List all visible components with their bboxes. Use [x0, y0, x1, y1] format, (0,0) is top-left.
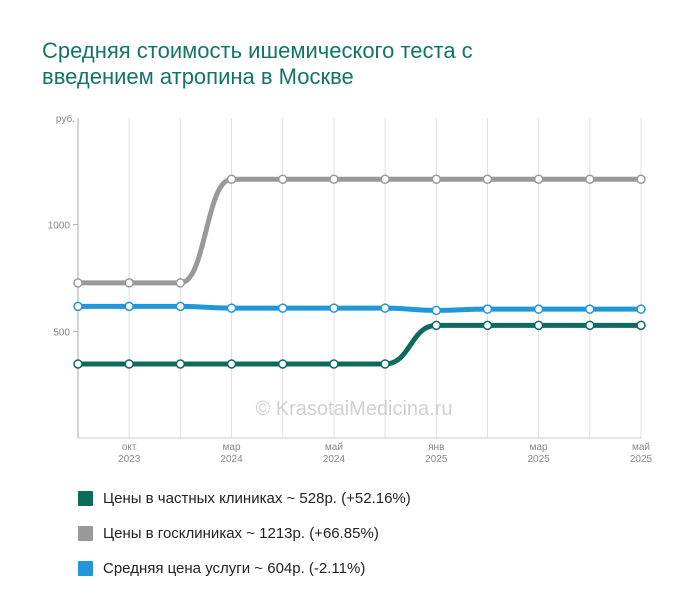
- data-point-series-1: [482, 174, 493, 184]
- data-point-series-1: [124, 278, 134, 288]
- data-point-series-1: [380, 174, 390, 184]
- x-tick-label-year: 2024: [220, 454, 243, 465]
- axes: руб.5001000окт2023мар2024май2024янв2025м…: [48, 113, 653, 465]
- data-point-series-0: [636, 320, 646, 331]
- data-point-series-2: [277, 303, 288, 313]
- data-point-series-2: [124, 301, 134, 312]
- y-axis-unit-label: руб.: [56, 113, 75, 125]
- data-point-series-0: [124, 359, 134, 369]
- x-tick-label-year: 2025: [630, 454, 653, 465]
- data-point-series-2: [533, 304, 544, 314]
- price-line-chart: © KrasotaiMedicina.ru руб. 500 1000 окт2023…: [48, 113, 653, 465]
- series-line-0: [75, 322, 644, 367]
- data-point-series-1: [585, 174, 595, 184]
- data-point-series-0: [431, 320, 442, 331]
- data-point-series-1: [73, 278, 83, 288]
- legend-label: Цены в госклиниках ~ 1213р. (+66.85%): [103, 525, 379, 542]
- chart-title-line-1: Средняя стоимость ишемического теста с: [42, 38, 473, 63]
- data-point-series-0: [329, 359, 339, 369]
- legend: Цены в частных клиниках ~ 528р. (+52.16%…: [78, 488, 411, 593]
- legend-item: Средняя цена услуги ~ 604р. (-2.11%): [78, 558, 411, 579]
- data-point-series-1: [175, 278, 186, 288]
- data-point-series-0: [482, 320, 493, 331]
- legend-label: Цены в частных клиниках ~ 528р. (+52.16%…: [103, 490, 411, 507]
- legend-swatch: [78, 491, 93, 506]
- x-tick-label-year: 2025: [425, 454, 448, 465]
- data-point-series-0: [73, 359, 83, 369]
- legend-item: Цены в госклиниках ~ 1213р. (+66.85%): [78, 523, 411, 544]
- series-line-2: [75, 303, 644, 313]
- data-point-series-0: [380, 359, 390, 369]
- watermark: © KrasotaiMedicina.ru: [255, 398, 452, 420]
- data-point-series-2: [482, 304, 493, 314]
- data-point-series-1: [431, 174, 442, 184]
- data-point-series-2: [73, 301, 83, 312]
- data-point-series-2: [431, 305, 442, 316]
- data-point-series-2: [380, 303, 390, 313]
- x-tick-label-year: 2023: [118, 454, 141, 465]
- data-point-series-2: [175, 301, 186, 312]
- data-point-series-0: [585, 320, 595, 331]
- x-tick-label-month: май: [325, 442, 343, 453]
- data-point-series-2: [329, 303, 339, 313]
- x-tick-label-month: май: [632, 442, 650, 453]
- legend-swatch: [78, 561, 93, 576]
- legend-swatch: [78, 526, 93, 541]
- x-tick-label-year: 2025: [528, 454, 551, 465]
- data-point-series-1: [533, 174, 544, 184]
- series: [73, 174, 646, 369]
- data-point-series-1: [329, 174, 339, 184]
- data-point-series-2: [226, 303, 237, 313]
- x-tick-label-month: мар: [530, 442, 548, 453]
- grid: [77, 118, 642, 438]
- data-point-series-2: [636, 304, 646, 314]
- data-point-series-0: [533, 320, 544, 331]
- data-point-series-0: [175, 359, 186, 369]
- data-point-series-1: [636, 174, 646, 184]
- y-tick-label: 1000: [48, 221, 71, 232]
- data-point-series-1: [226, 174, 237, 184]
- data-point-series-0: [277, 359, 288, 369]
- chart-title-line-2: введением атропина в Москве: [42, 64, 354, 89]
- chart-title: Средняя стоимость ишемического теста с в…: [42, 38, 642, 90]
- data-point-series-2: [585, 304, 595, 314]
- series-line-1: [75, 176, 644, 286]
- data-point-series-0: [226, 359, 237, 369]
- x-tick-label-month: окт: [122, 442, 137, 453]
- y-tick-label: 500: [53, 327, 70, 338]
- legend-item: Цены в частных клиниках ~ 528р. (+52.16%…: [78, 488, 411, 509]
- legend-label: Средняя цена услуги ~ 604р. (-2.11%): [103, 560, 366, 577]
- data-point-series-1: [277, 174, 288, 184]
- x-tick-label-month: мар: [223, 442, 241, 453]
- x-tick-label-year: 2024: [323, 454, 346, 465]
- x-tick-label-month: янв: [428, 442, 444, 453]
